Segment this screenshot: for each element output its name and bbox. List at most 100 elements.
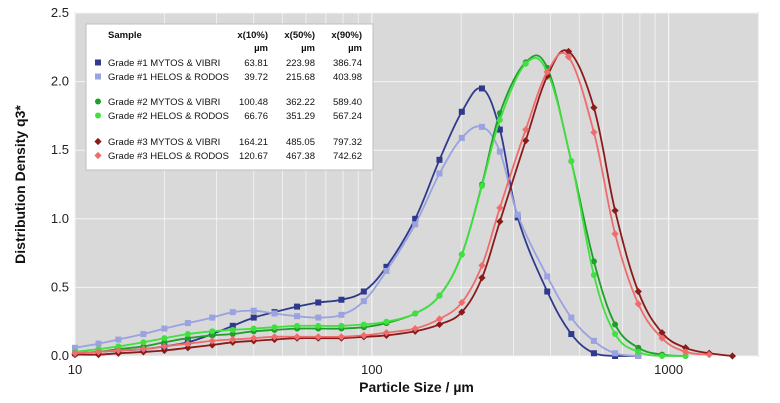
- data-point: [658, 329, 666, 337]
- legend-entry-x10: 164.21: [239, 137, 268, 148]
- legend-entry-x10: 63.81: [244, 58, 268, 69]
- data-point: [208, 341, 216, 349]
- legend-entry-x90: 589.40: [333, 97, 362, 108]
- legend-entry-name: Grade #2 MYTOS & VIBRI: [108, 97, 220, 108]
- data-point: [543, 72, 551, 80]
- data-point: [315, 322, 322, 329]
- data-point: [160, 342, 168, 350]
- legend-entry-name: Grade #3 HELOS & RODOS: [108, 151, 229, 162]
- data-point: [522, 60, 529, 67]
- data-point: [338, 311, 345, 318]
- data-point: [496, 148, 503, 155]
- legend-entry-name: Grade #1 MYTOS & VIBRI: [108, 58, 220, 69]
- data-point: [338, 322, 345, 329]
- legend-entry-x10: 39.72: [244, 72, 268, 83]
- y-tick-label: 2.0: [51, 74, 69, 89]
- legend-entry-x10: 66.76: [244, 111, 268, 122]
- data-point: [590, 258, 597, 265]
- data-point: [478, 123, 485, 130]
- data-point: [681, 348, 690, 356]
- y-tick-label: 1.0: [51, 211, 69, 226]
- legend-unit-x10: µm: [254, 43, 268, 54]
- data-point: [250, 314, 257, 321]
- y-axis-title: Distribution Density q3*: [12, 105, 28, 264]
- data-point: [184, 320, 191, 327]
- data-point: [209, 328, 216, 335]
- data-point: [360, 298, 367, 305]
- data-point: [478, 182, 485, 189]
- data-point: [161, 325, 168, 332]
- data-point: [294, 313, 301, 320]
- data-point: [140, 339, 147, 346]
- data-point: [590, 104, 598, 112]
- data-point: [293, 333, 301, 341]
- legend-marker: [94, 137, 102, 146]
- data-point: [478, 261, 486, 270]
- series-line: [74, 51, 710, 356]
- data-point: [590, 337, 597, 344]
- data-point: [250, 325, 257, 332]
- data-point: [184, 335, 191, 342]
- data-point: [337, 333, 346, 341]
- data-point: [114, 346, 122, 355]
- data-point: [435, 315, 444, 323]
- data-point: [411, 324, 419, 333]
- data-point: [634, 287, 642, 296]
- data-point: [270, 333, 279, 341]
- data-point: [659, 353, 666, 359]
- data-point: [208, 337, 216, 345]
- data-point: [184, 331, 191, 338]
- data-point: [568, 158, 575, 165]
- data-point: [140, 331, 147, 338]
- legend-box: [85, 23, 374, 171]
- legend-marker: [95, 98, 101, 105]
- series-4: [72, 57, 689, 359]
- legend-marker: [95, 112, 101, 119]
- data-point: [496, 117, 503, 124]
- legend-header-x90: x(90%): [331, 30, 362, 41]
- data-point: [115, 343, 122, 350]
- data-point: [496, 204, 504, 212]
- y-tick-label: 2.5: [51, 5, 69, 20]
- legend-header-sample: Sample: [108, 30, 142, 41]
- data-point: [72, 344, 78, 351]
- data-point: [294, 322, 301, 329]
- legend-entry-x50: 223.98: [286, 58, 315, 69]
- data-point: [315, 314, 322, 321]
- legend-entry-x90: 567.24: [333, 111, 362, 122]
- data-point: [544, 273, 551, 280]
- legend-entry-x50: 351.29: [286, 111, 315, 122]
- data-point: [271, 324, 278, 331]
- data-point: [612, 321, 619, 328]
- data-point: [383, 267, 390, 274]
- data-point: [611, 230, 619, 238]
- data-point: [229, 322, 236, 329]
- data-point: [635, 353, 642, 359]
- data-point: [250, 334, 258, 342]
- data-point: [681, 344, 690, 352]
- data-point: [514, 211, 521, 218]
- data-point: [458, 298, 466, 307]
- x-axis-title: Particle Size / µm: [359, 379, 474, 395]
- legend-entry-x50: 362.22: [286, 97, 315, 108]
- data-point: [612, 331, 619, 338]
- y-tick-label: 1.5: [51, 142, 69, 157]
- data-point: [522, 126, 530, 134]
- data-point: [496, 126, 503, 133]
- data-point: [635, 348, 642, 355]
- data-point: [458, 308, 466, 316]
- data-point: [705, 351, 713, 359]
- data-point: [568, 314, 575, 321]
- series-6: [71, 51, 713, 359]
- legend-header-x10: x(10%): [237, 30, 268, 41]
- data-point: [229, 331, 236, 338]
- data-point: [436, 170, 443, 177]
- legend-entry-x90: 742.62: [333, 151, 362, 162]
- data-point: [564, 47, 573, 56]
- legend-entry-x90: 403.98: [333, 72, 362, 83]
- data-point: [611, 206, 619, 215]
- legend-entry-name: Grade #1 HELOS & RODOS: [108, 72, 229, 83]
- data-point: [590, 350, 597, 357]
- legend-entry-name: Grade #3 MYTOS & VIBRI: [108, 137, 220, 148]
- data-point: [209, 314, 216, 321]
